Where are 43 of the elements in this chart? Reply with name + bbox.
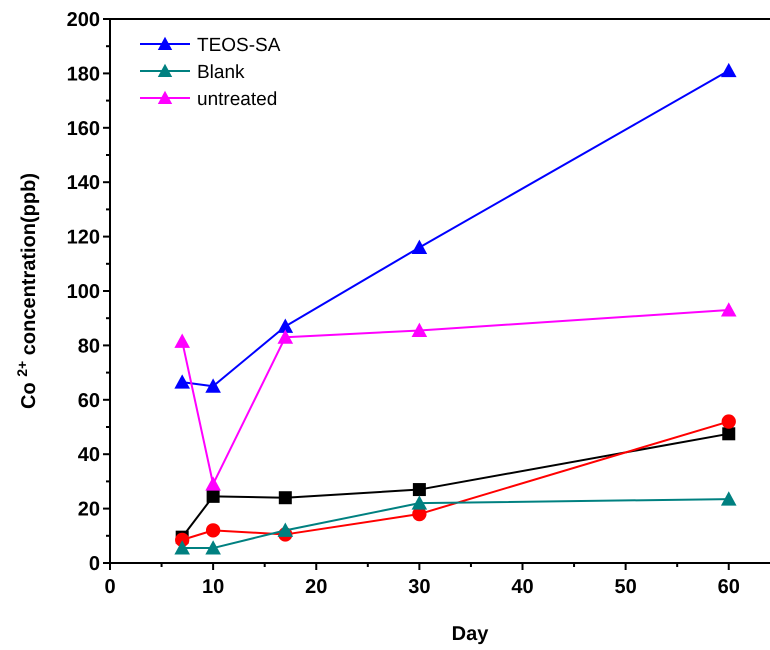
y-tick-label: 60 (78, 390, 100, 412)
point (412, 240, 428, 254)
y-tick-label: 140 (66, 172, 100, 194)
point (206, 490, 220, 503)
point (278, 318, 294, 333)
point (412, 495, 428, 510)
point (720, 62, 737, 78)
point (174, 334, 190, 348)
x-axis-title: Day (452, 623, 490, 645)
y-tick-label: 20 (78, 498, 100, 521)
point (722, 414, 736, 429)
point (206, 523, 220, 538)
legend-label: untreated (197, 89, 278, 110)
point (278, 329, 294, 344)
y-tick-label: 80 (78, 335, 100, 358)
x-tick-label: 0 (104, 576, 116, 598)
x-tick-label: 30 (408, 576, 430, 598)
point (412, 322, 428, 337)
point (205, 378, 221, 393)
x-tick-label: 60 (718, 576, 740, 598)
x-tick-label: 10 (202, 576, 224, 598)
y-tick-label: 120 (66, 226, 100, 249)
y-tick-label: 40 (78, 444, 100, 466)
point (205, 540, 221, 555)
legend-label: TEOS-SA (197, 35, 281, 56)
point (720, 491, 737, 506)
point (278, 522, 294, 537)
legend-label: Blank (197, 62, 246, 83)
x-tick-label: 40 (511, 576, 534, 598)
y-tick-label: 100 (66, 281, 100, 303)
point (278, 491, 292, 504)
point (720, 302, 737, 317)
point (174, 374, 190, 389)
x-tick-label: 20 (305, 576, 328, 598)
point (205, 476, 221, 491)
y-tick-label: 180 (66, 63, 100, 86)
y-tick-label: 200 (66, 9, 100, 31)
point (412, 483, 426, 496)
point (174, 540, 190, 555)
x-tick-label: 50 (614, 576, 637, 598)
y-tick-label: 0 (88, 553, 100, 575)
point (722, 427, 736, 440)
y-tick-label: 160 (66, 118, 100, 140)
